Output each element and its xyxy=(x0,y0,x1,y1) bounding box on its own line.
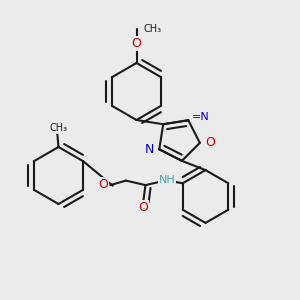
Text: CH₃: CH₃ xyxy=(143,23,161,34)
Text: =N: =N xyxy=(192,112,210,122)
Text: CH₃: CH₃ xyxy=(50,123,68,133)
Text: O: O xyxy=(138,201,148,214)
Text: O: O xyxy=(98,178,108,191)
Text: O: O xyxy=(132,37,141,50)
Text: N: N xyxy=(145,143,154,156)
Text: O: O xyxy=(205,136,215,149)
Text: NH: NH xyxy=(159,175,176,185)
